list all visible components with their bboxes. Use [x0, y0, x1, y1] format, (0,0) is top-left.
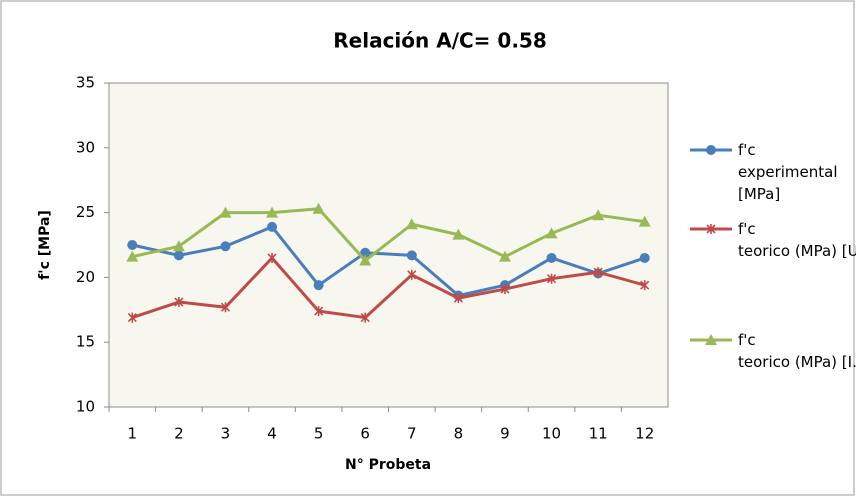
- x-tick-label: 7: [407, 425, 417, 443]
- point: [126, 250, 139, 262]
- point: [407, 269, 417, 280]
- point: [312, 202, 325, 214]
- point: [359, 254, 372, 266]
- x-tick-label: 3: [221, 425, 231, 443]
- y-axis-title: f'c [MPa]: [37, 210, 53, 280]
- y-tick-label: 35: [76, 74, 95, 92]
- x-tick-label: 4: [267, 425, 277, 443]
- point: [453, 293, 463, 304]
- point: [640, 280, 650, 291]
- plot-area: [108, 82, 669, 408]
- point: [500, 284, 510, 295]
- point: [546, 273, 557, 284]
- point: [546, 252, 557, 263]
- x-tick-label: 10: [542, 425, 561, 443]
- x-tick-label: 11: [589, 425, 608, 443]
- point: [127, 240, 138, 250]
- point: [313, 280, 324, 291]
- point: [220, 241, 231, 252]
- point: [592, 209, 605, 221]
- point: [405, 218, 418, 230]
- series-line: [131, 207, 645, 263]
- point: [706, 145, 716, 155]
- point: [174, 297, 184, 308]
- x-tick-label: 12: [635, 425, 654, 443]
- y-tick-label: 30: [76, 138, 95, 156]
- series-line: [131, 225, 646, 298]
- y-tick-label: 15: [76, 333, 95, 351]
- y-tick-label: 20: [76, 268, 95, 286]
- point: [266, 206, 279, 218]
- point: [127, 312, 137, 323]
- point: [220, 302, 231, 313]
- point: [267, 252, 277, 263]
- point: [219, 206, 232, 218]
- point: [314, 306, 324, 317]
- x-tick-label: 5: [314, 425, 324, 443]
- point: [638, 215, 651, 227]
- x-tick-label: 9: [500, 425, 510, 443]
- x-tick-label: 2: [174, 425, 184, 443]
- point: [593, 267, 603, 278]
- point: [545, 227, 558, 239]
- point: [406, 250, 417, 261]
- x-axis-title: N° Probeta: [345, 457, 431, 473]
- point: [173, 250, 184, 261]
- y-tick-label: 25: [76, 203, 95, 221]
- point: [172, 240, 185, 252]
- point: [705, 334, 717, 345]
- point: [498, 250, 511, 262]
- point: [360, 247, 371, 258]
- point: [452, 228, 465, 240]
- point: [360, 312, 370, 323]
- point: [706, 224, 716, 234]
- series-line: [131, 256, 646, 320]
- chart-title: Relación A/C= 0.58: [333, 29, 547, 53]
- x-tick-label: 6: [360, 425, 370, 443]
- legend-label: f'c experimental [MPa]: [738, 141, 838, 203]
- x-tick-label: 8: [454, 425, 464, 443]
- point: [639, 252, 650, 263]
- y-tick-label: 10: [76, 398, 95, 416]
- point: [267, 221, 278, 232]
- x-tick-label: 1: [128, 425, 138, 443]
